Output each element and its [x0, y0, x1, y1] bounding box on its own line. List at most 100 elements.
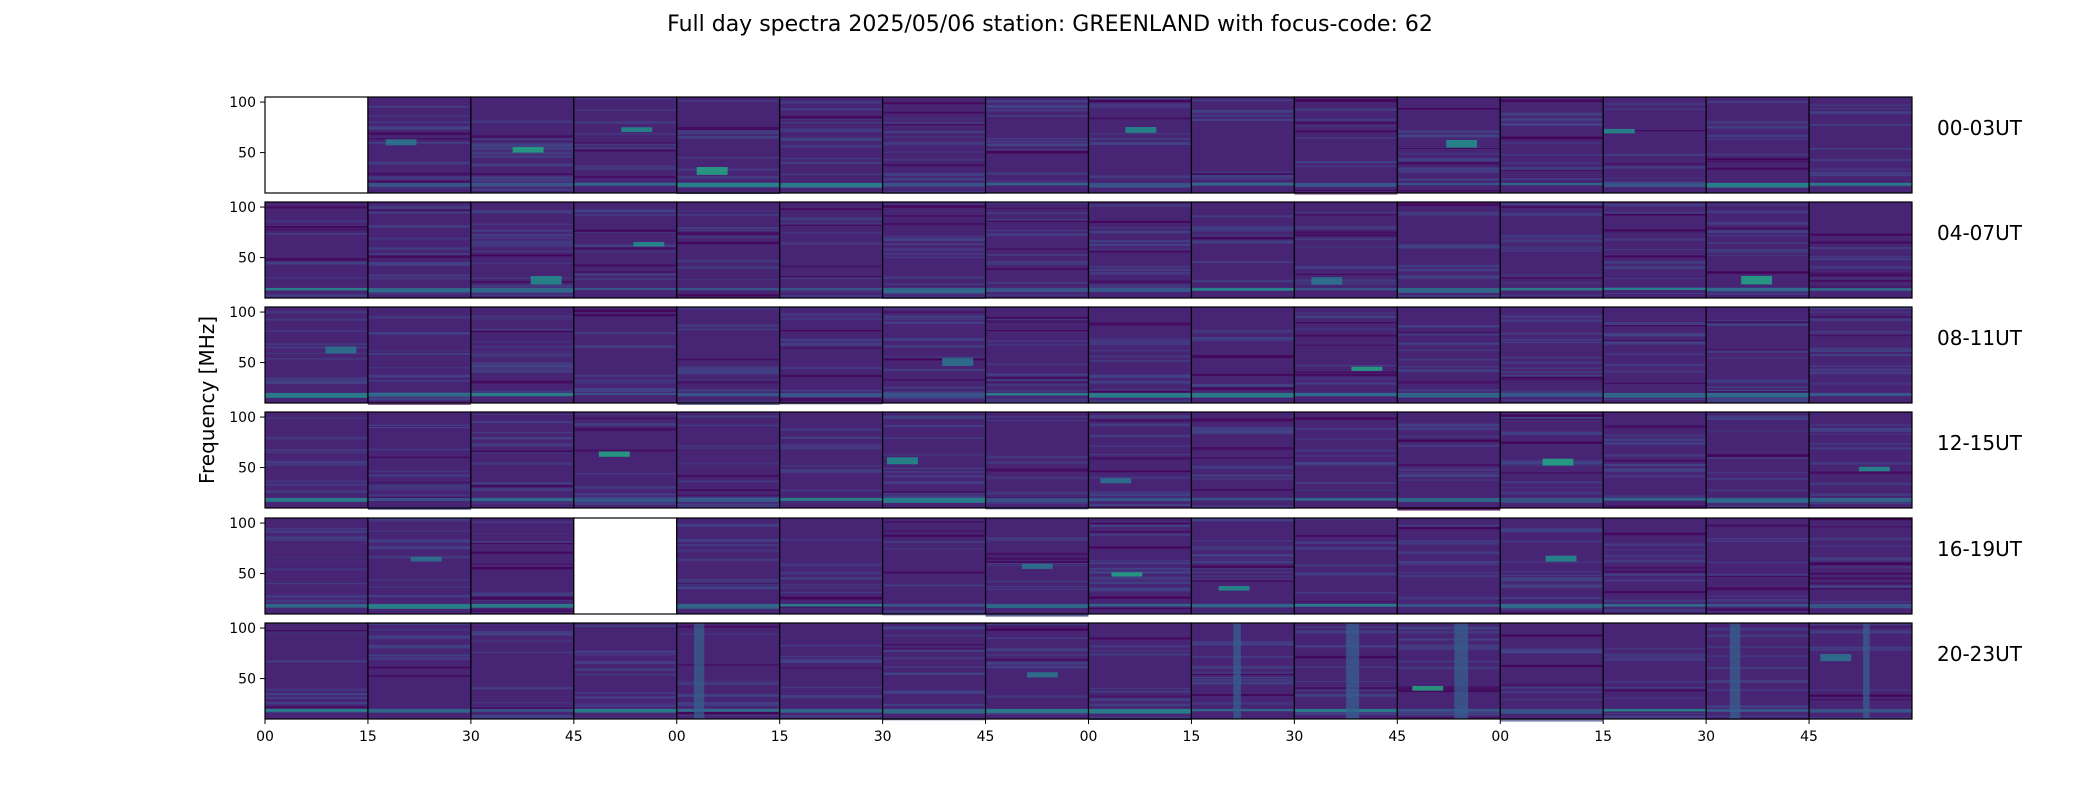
- spectral-line: [676, 380, 780, 384]
- panel-background: [1500, 518, 1604, 614]
- spectrum-panel: [779, 306, 884, 405]
- spectral-line: [1603, 697, 1707, 699]
- low-frequency-band: [882, 182, 986, 186]
- spectral-line: [573, 209, 677, 213]
- spectral-line: [779, 660, 883, 664]
- spectral-line: [470, 151, 574, 155]
- x-tick-label: 00: [1080, 729, 1098, 745]
- panel-background: [779, 202, 883, 298]
- spectral-line: [985, 562, 1089, 565]
- spectral-line: [882, 475, 986, 478]
- low-frequency-band: [1603, 497, 1707, 501]
- spectral-line: [470, 240, 574, 243]
- spectral-line: [1397, 560, 1501, 563]
- spectral-line: [1088, 250, 1192, 253]
- spectral-line: [265, 701, 368, 705]
- spectral-line: [1294, 285, 1398, 287]
- burst-segment: [1111, 572, 1143, 577]
- spectral-line: [985, 502, 1089, 505]
- low-frequency-band: [265, 287, 368, 291]
- x-tick-label: 30: [1697, 729, 1715, 745]
- spectral-line: [367, 172, 471, 176]
- spectral-line: [1706, 454, 1810, 458]
- spectral-line: [882, 243, 986, 245]
- panel-background: [573, 202, 677, 298]
- panel-background: [676, 412, 780, 508]
- spectrum-panel: [367, 306, 472, 405]
- spectral-line: [1397, 717, 1501, 719]
- spectral-line: [265, 226, 368, 229]
- spectral-line: [1191, 568, 1295, 570]
- spectral-line: [470, 356, 574, 358]
- low-frequency-band: [1706, 182, 1810, 188]
- spectral-line: [1500, 528, 1604, 530]
- spectral-line: [882, 424, 986, 427]
- panel-background: [1706, 97, 1810, 193]
- spectral-line: [1706, 666, 1810, 669]
- panel-background: [1603, 97, 1707, 193]
- y-tick-label: 50: [238, 146, 256, 162]
- spectrum-panel: [1293, 306, 1398, 404]
- spectral-line: [1397, 526, 1501, 530]
- spectral-line: [882, 491, 986, 493]
- spectral-line: [265, 228, 368, 231]
- low-frequency-band: [1191, 182, 1295, 186]
- low-frequency-band: [1706, 497, 1810, 503]
- low-frequency-band: [985, 497, 1089, 502]
- spectrum-panel: [1499, 517, 1604, 615]
- panel-background: [265, 518, 368, 614]
- spectral-line: [367, 644, 471, 647]
- spectral-line: [1088, 248, 1192, 250]
- spectral-line: [573, 213, 677, 217]
- spectral-line: [470, 630, 574, 633]
- spectral-line: [573, 244, 677, 248]
- spectral-line: [1397, 686, 1501, 689]
- low-frequency-band: [470, 287, 574, 293]
- spectrum-panel: [984, 201, 1090, 299]
- low-frequency-band: [1294, 497, 1398, 501]
- spectral-line: [1294, 541, 1398, 545]
- spectral-line: [573, 413, 677, 415]
- spectral-line: [676, 389, 780, 392]
- spectral-line: [1397, 168, 1501, 171]
- low-frequency-band: [779, 287, 883, 291]
- spectral-line: [1294, 711, 1398, 715]
- spectral-line: [1500, 119, 1604, 122]
- spectral-line: [1088, 457, 1192, 460]
- spectral-line: [985, 180, 1089, 183]
- spectral-line: [1191, 678, 1295, 681]
- spectral-line: [882, 396, 986, 399]
- panel-border: [1808, 411, 1913, 509]
- spectral-line: [1088, 716, 1192, 720]
- spectral-line: [1088, 698, 1192, 702]
- spectra-row: 100 50 16-19UT: [229, 516, 2023, 617]
- spectral-line: [882, 571, 986, 574]
- spectral-line: [779, 312, 883, 316]
- spectral-line: [470, 368, 574, 371]
- spectral-line: [985, 419, 1089, 422]
- spectral-line: [676, 415, 780, 418]
- spectral-line: [1706, 221, 1810, 225]
- vertical-burst: [1346, 623, 1360, 719]
- spectral-line: [882, 317, 986, 321]
- spectral-line: [1603, 382, 1707, 384]
- spectral-line: [573, 264, 677, 267]
- burst-segment: [598, 451, 630, 457]
- panel-background: [1706, 412, 1810, 508]
- spectral-line: [1397, 631, 1501, 634]
- spectral-line: [1809, 104, 1912, 107]
- spectral-line: [1191, 240, 1295, 244]
- spectral-line: [1294, 237, 1398, 241]
- spectral-line: [1809, 562, 1912, 565]
- spectral-line: [882, 203, 986, 206]
- spectral-line: [985, 172, 1089, 176]
- spectral-line: [1191, 575, 1295, 577]
- spectral-line: [367, 132, 471, 136]
- spectral-line: [882, 136, 986, 138]
- spectral-line: [1500, 578, 1604, 582]
- spectral-line: [470, 328, 574, 331]
- spectral-line: [1088, 546, 1192, 549]
- spectral-line: [676, 324, 780, 328]
- spectral-line: [985, 455, 1089, 459]
- spectral-line: [1397, 541, 1501, 545]
